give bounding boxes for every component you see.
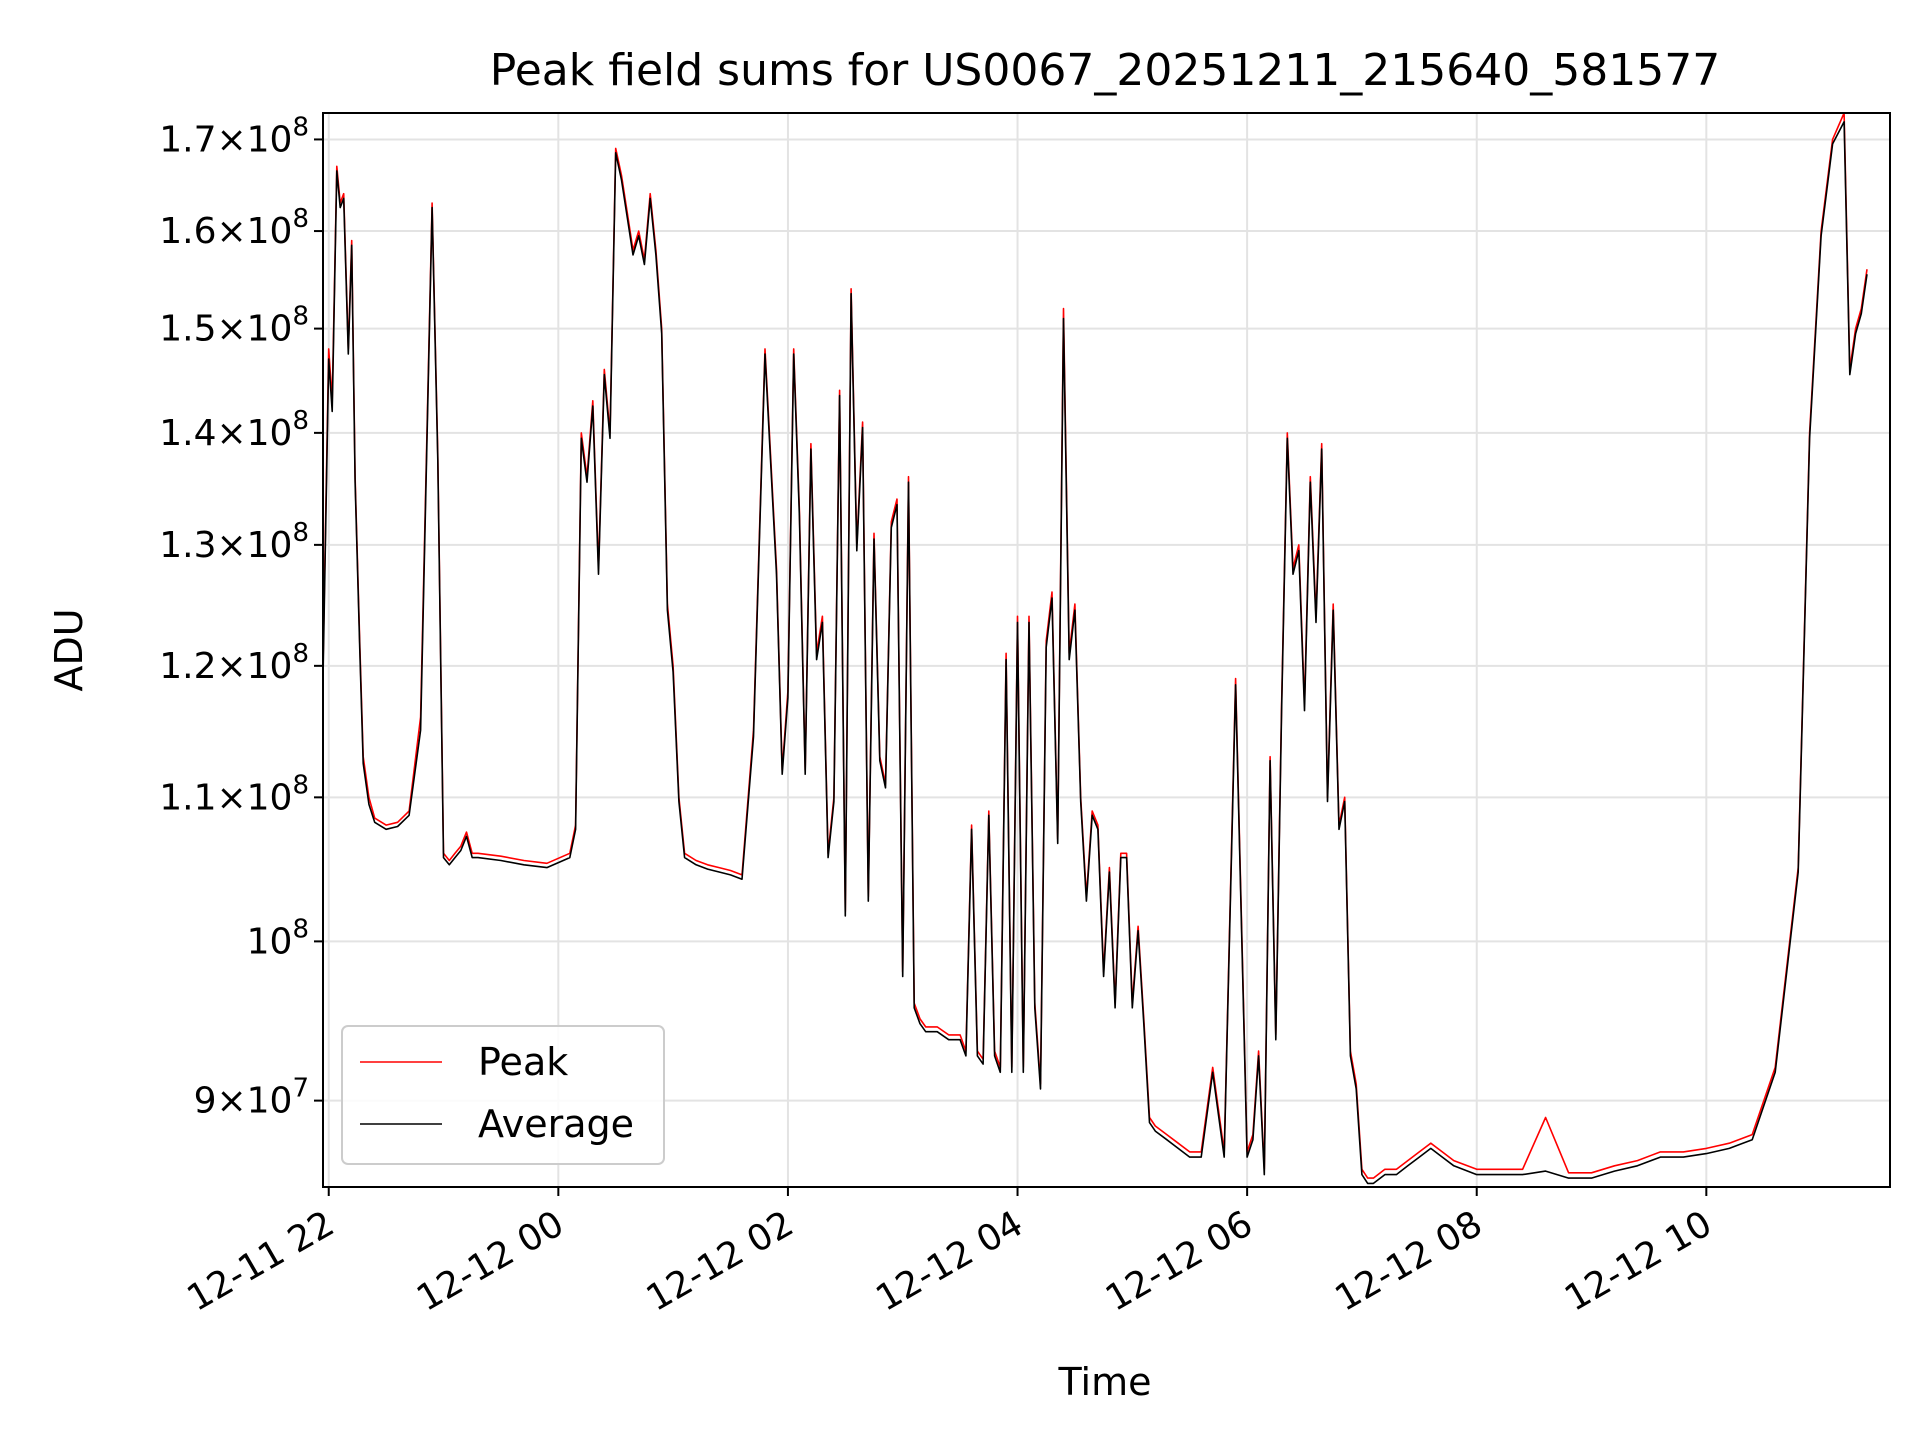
grid-lines	[323, 113, 1890, 1187]
series-lines	[323, 113, 1868, 1185]
y-tick-label-6: 1.5×108	[159, 302, 309, 350]
series-line-average	[323, 121, 1868, 1185]
y-tick-label-5: 1.4×108	[159, 406, 309, 454]
plot-area-frame	[322, 112, 1891, 1188]
legend-box	[341, 1025, 665, 1165]
y-tick-label-8: 1.7×108	[159, 112, 309, 160]
y-tick-label-3: 1.2×108	[159, 639, 309, 687]
y-tick-label-0: 9×107	[194, 1074, 309, 1122]
y-tick-label-2: 1.1×108	[159, 770, 309, 818]
x-axis-label: Time	[1058, 1360, 1152, 1404]
y-axis-ticks: 9×107 108 1.1×108 1.2×108 1.3×108 1.4×108 1.5×…	[159, 112, 323, 1122]
y-tick-label-7: 1.6×108	[159, 204, 309, 252]
legend: Peak Average	[341, 1025, 665, 1165]
legend-label-average: Average	[478, 1102, 634, 1146]
legend-label-peak: Peak	[478, 1040, 568, 1084]
y-axis-label: ADU	[47, 608, 91, 691]
y-tick-label-4: 1.3×108	[159, 518, 309, 566]
y-tick-label-1: 108	[247, 914, 309, 962]
chart-title: Peak field sums for US0067_20251211_2156…	[490, 45, 1720, 96]
